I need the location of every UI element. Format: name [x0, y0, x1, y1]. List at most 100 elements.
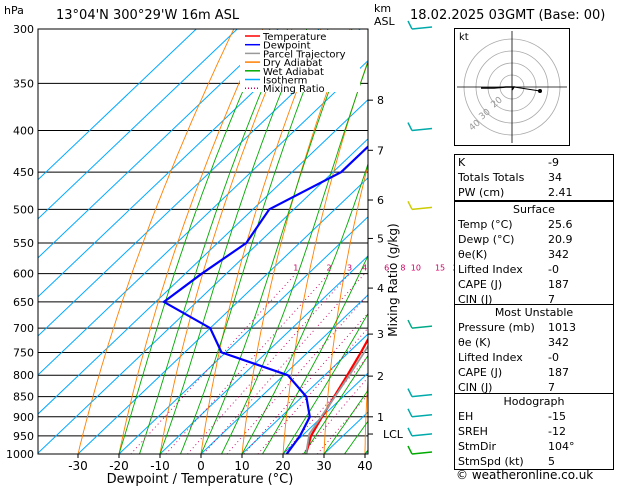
dry-adiabat	[364, 373, 368, 454]
isotherm	[38, 29, 238, 220]
surface-title: Surface	[513, 203, 555, 216]
isotherm	[118, 216, 368, 454]
watermark: © weatheronline.co.uk	[456, 468, 594, 482]
hodo-row: StmDir 104°	[458, 440, 575, 453]
height-tick-label: LCL	[383, 428, 404, 441]
wind-barb-flag	[407, 427, 413, 437]
mixing-ratio-axis-label: Mixing Ratio (g/kg)	[386, 223, 400, 336]
isotherm	[241, 333, 368, 454]
isotherm	[282, 372, 368, 454]
wind-barb	[411, 393, 433, 398]
temp-tick-label: -20	[109, 459, 129, 473]
plot-frame	[37, 28, 369, 455]
hodograph-title: Hodograph	[503, 395, 565, 408]
temperature-axis: -30 -20 -10 0 10 20 30 40	[68, 454, 373, 473]
wet-adiabat	[241, 162, 368, 454]
isotherm	[38, 99, 368, 415]
location-title: 13°04'N 300°29'W 16m ASL	[56, 8, 240, 23]
wet-adiabat	[180, 29, 329, 454]
temp-tick-label: 30	[316, 459, 331, 473]
mu-row: θe (K) 342	[458, 336, 569, 349]
wet-adiabat	[159, 29, 308, 454]
background-lines	[38, 29, 368, 454]
pressure-tick-label: 700	[13, 322, 34, 335]
mixing-ratio-line	[226, 294, 368, 454]
wet-adiabat	[303, 354, 368, 454]
mu-row: CIN (J) 7	[458, 381, 555, 394]
mixing-ratio-label: 2	[326, 264, 331, 273]
km-unit: km	[374, 2, 391, 15]
temp-tick-label: -30	[68, 459, 88, 473]
wet-adiabat	[262, 254, 368, 454]
mixing-ratio-label: 1	[293, 264, 298, 273]
surface-row: Temp (°C) 25.6	[458, 218, 573, 231]
height-tick-label: 5	[377, 232, 384, 245]
mixing-ratio-line	[187, 273, 350, 454]
index-row-k: K -9	[458, 156, 559, 169]
surface-row: CAPE (J) 187	[458, 278, 569, 291]
wind-barb-flag	[407, 445, 413, 455]
surface-row: Lifted Index -0	[458, 263, 559, 276]
isotherm	[77, 177, 368, 454]
wind-barb	[411, 433, 433, 437]
hodo-row: SREH -12	[458, 425, 566, 438]
temp-tick-label: 20	[275, 459, 290, 473]
mixing-ratio-line	[257, 327, 368, 454]
mixing-ratio-line	[203, 273, 366, 454]
mixing-ratio-label: 8	[400, 264, 405, 273]
mixing-ratio-label: 6	[384, 264, 389, 273]
mixing-ratio-line	[130, 273, 297, 454]
mixing-ratio-label: 10	[411, 264, 421, 273]
wet-adiabat	[221, 60, 368, 454]
height-tick-label: 4	[377, 282, 384, 295]
pressure-tick-label: 400	[13, 125, 34, 138]
mixing-ratio-line	[283, 355, 368, 454]
surface-row: θe(K) 342	[458, 248, 569, 261]
wind-barb	[411, 414, 433, 418]
dry-adiabat	[241, 29, 351, 454]
mu-row: Pressure (mb) 1013	[458, 321, 576, 334]
dry-adiabat	[77, 29, 235, 454]
dry-adiabat	[118, 29, 264, 454]
pressure-tick-label: 500	[13, 203, 34, 216]
wind-barb-flag	[407, 200, 413, 210]
pressure-tick-label: 550	[13, 237, 34, 250]
wind-barb-flag	[407, 122, 413, 131]
temp-tick-label: 40	[357, 459, 372, 473]
wind-barb	[411, 451, 433, 455]
height-tick-label: 8	[377, 94, 384, 107]
pressure-tick-label: 300	[13, 23, 34, 36]
height-axis: 8 7 6 5 4 3 2 1 LCL	[368, 94, 404, 441]
height-tick-label: 6	[377, 194, 384, 207]
isotherm	[38, 29, 197, 181]
hodo-row: StmSpd (kt) 5	[458, 455, 555, 468]
datetime-title: 18.02.2025 03GMT (Base: 00)	[410, 8, 605, 23]
mu-row: CAPE (J) 187	[458, 366, 569, 379]
pressure-tick-label: 450	[13, 166, 34, 179]
most-unstable-panel: Most Unstable Pressure (mb) 1013 θe (K) 34…	[454, 304, 614, 396]
legend-background	[240, 30, 360, 92]
hodo-row: EH -15	[458, 410, 566, 423]
pressure-tick-label: 750	[13, 346, 34, 359]
isotherm	[200, 294, 368, 454]
hodograph-trace	[481, 86, 516, 91]
legend-label: Mixing Ratio	[263, 84, 325, 95]
mixing-ratio-label: 4	[362, 264, 367, 273]
temp-tick-label: 10	[234, 459, 249, 473]
wind-barb-flag	[407, 408, 413, 418]
hodograph-panel: Hodograph EH -15 SREH -12 StmDir 104° StmSp…	[454, 393, 614, 470]
index-row-pw: PW (cm) 2.41	[458, 186, 573, 199]
pressure-tick-label: 850	[13, 391, 34, 404]
pressure-tick-label: 800	[13, 369, 34, 382]
dewpoint-line	[161, 145, 368, 454]
mixing-ratio-label: 15	[435, 264, 445, 273]
mixing-ratio-line	[243, 312, 368, 454]
wind-barb	[411, 127, 433, 132]
dry-adiabat	[282, 59, 368, 454]
height-tick-label: 7	[377, 144, 384, 157]
hodograph: kt 40 30 20	[454, 28, 570, 146]
profile-lines	[161, 145, 368, 454]
isotherm	[38, 29, 320, 298]
isotherm	[38, 29, 361, 337]
